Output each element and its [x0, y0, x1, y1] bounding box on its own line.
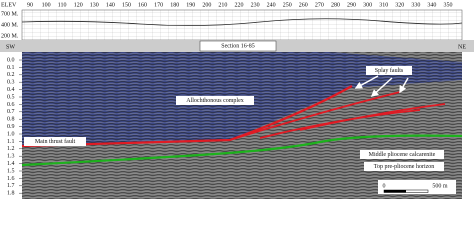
main-thrust-label: Main thrust fault: [35, 138, 76, 145]
top-pre-label: Top pre-pliocene horizon: [374, 164, 435, 170]
depth-tick-label: 1.5: [7, 168, 15, 174]
station-label: 170: [154, 2, 163, 8]
elevation-label: 400 M.: [1, 22, 19, 28]
depth-tick-label: 0.2: [7, 72, 15, 78]
depth-tick-label: 0.7: [7, 109, 15, 115]
section-title-box: [199, 40, 277, 52]
station-label: 220: [235, 2, 244, 8]
station-label: 290: [347, 2, 356, 8]
station-label: 250: [283, 2, 292, 8]
station-label: 350: [444, 2, 453, 8]
label-box: [366, 66, 412, 75]
depth-tick-label: 0.6: [7, 102, 15, 108]
section-title: Section 16-85: [221, 43, 255, 49]
depth-tick-label: 1.8: [7, 191, 15, 197]
scale-bar-fill: [384, 190, 406, 193]
label-box: [176, 96, 254, 105]
splay-fault: [299, 103, 446, 131]
station-label: 300: [363, 2, 372, 8]
station-label: 320: [395, 2, 404, 8]
station-label: 160: [138, 2, 147, 8]
station-label: 150: [122, 2, 131, 8]
ne-label: NE: [458, 44, 466, 50]
elev-label: ELEV: [1, 2, 17, 8]
elevation-grid: [22, 10, 462, 40]
depth-tick-label: 0.8: [7, 117, 15, 123]
depth-axis-band: [0, 52, 22, 199]
right-band: [462, 52, 474, 199]
depth-tick-label: 1.3: [7, 154, 15, 160]
label-box: [364, 162, 444, 171]
seismic-figure: ELEV 90 100 110 120 130 140 150 160 170 180 190 200…: [0, 2, 474, 199]
calcarenite-label: Middle pliocene calcarenite: [369, 152, 436, 158]
depth-tick-label: 0.4: [7, 87, 15, 93]
depth-tick-label: 0.5: [7, 94, 15, 100]
depth-tick-label: 0.1: [7, 65, 15, 71]
arrow: [399, 77, 409, 94]
station-label: 120: [74, 2, 83, 8]
calcarenite-horizon: [21, 134, 463, 167]
splay-fault: [229, 91, 401, 141]
elevation-label: 200 M.: [1, 33, 19, 39]
station-label: 130: [90, 2, 99, 8]
station-label: 230: [251, 2, 260, 8]
splay-label: Splay faults: [375, 67, 404, 74]
depth-tick-label: 0.9: [7, 124, 15, 130]
depth-tick-label: 1.6: [7, 176, 15, 182]
elevation-profile: [21, 18, 463, 26]
station-label: 110: [58, 2, 67, 8]
depth-tick-label: 0.0: [7, 57, 15, 63]
scale-end: 500 m: [432, 183, 448, 189]
station-label: 330: [411, 2, 420, 8]
depth-tick-label: 0.3: [7, 80, 15, 86]
depth-tick-label: 1.7: [7, 183, 15, 189]
station-label: 190: [186, 2, 195, 8]
station-label: 210: [218, 2, 227, 8]
scale-start: 0: [383, 183, 386, 189]
station-label: 270: [315, 2, 324, 8]
station-label: 90: [27, 2, 33, 8]
station-label: 200: [202, 2, 211, 8]
station-label: 260: [299, 2, 308, 8]
station-label: 310: [379, 2, 388, 8]
elevation-label: 700 M.: [1, 11, 19, 17]
station-label: 180: [170, 2, 179, 8]
arrow: [370, 77, 393, 98]
depth-tick-label: 1.2: [7, 146, 15, 152]
station-label: 100: [42, 2, 51, 8]
depth-tick-label: 1.0: [7, 131, 15, 137]
allochthonous-label: Allochthonous complex: [186, 98, 244, 104]
station-label: 340: [427, 2, 436, 8]
station-label: 240: [267, 2, 276, 8]
sw-label: SW: [6, 44, 15, 50]
seismic-texture: [22, 52, 462, 199]
label-box: [24, 137, 86, 146]
station-label: 280: [331, 2, 340, 8]
arrow: [354, 75, 379, 89]
depth-tick-label: 1.4: [7, 161, 15, 167]
label-box: [360, 150, 444, 159]
station-label: 140: [106, 2, 115, 8]
depth-tick-label: 1.1: [7, 139, 15, 145]
